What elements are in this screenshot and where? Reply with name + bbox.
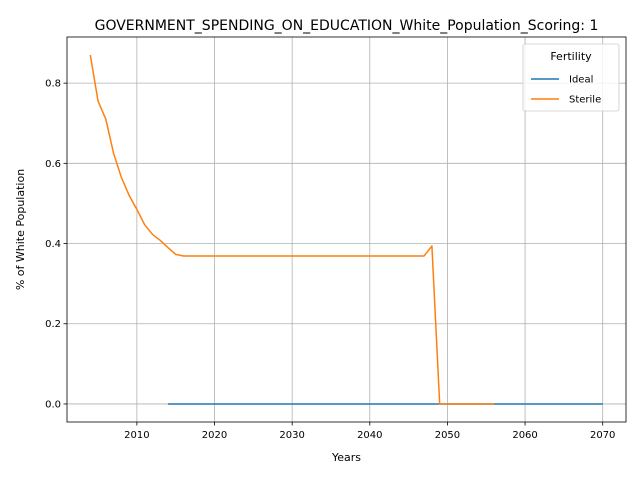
x-tick-label: 2040 bbox=[357, 430, 382, 441]
y-axis-label: % of White Population bbox=[14, 169, 27, 290]
x-tick-label: 2010 bbox=[124, 430, 149, 441]
x-tick-label: 2050 bbox=[435, 430, 460, 441]
legend-title: Fertility bbox=[550, 50, 592, 63]
grid bbox=[67, 37, 626, 422]
y-tick-label: 0.8 bbox=[45, 79, 61, 90]
chart-title: GOVERNMENT_SPENDING_ON_EDUCATION_White_P… bbox=[95, 18, 599, 34]
x-tick-label: 2060 bbox=[512, 430, 537, 441]
series-line-sterile bbox=[89, 54, 495, 405]
y-tick-label: 0.2 bbox=[45, 319, 61, 330]
y-tick-label: 0.6 bbox=[45, 159, 61, 170]
x-tick-label: 2070 bbox=[590, 430, 615, 441]
y-tick-label: 0.0 bbox=[45, 399, 61, 410]
legend: Fertility Ideal Sterile bbox=[522, 43, 620, 112]
plot-frame bbox=[66, 36, 627, 423]
x-tick-label: 2030 bbox=[279, 430, 304, 441]
legend-label-sterile: Sterile bbox=[569, 95, 601, 106]
axis-ticks: 2010 2020 2030 2040 2050 2060 2070 0.0 0.2 0.4 0.6… bbox=[45, 79, 615, 441]
y-tick-label: 0.4 bbox=[45, 239, 61, 250]
legend-box bbox=[522, 43, 620, 112]
x-tick-label: 2020 bbox=[202, 430, 227, 441]
series-lines bbox=[89, 54, 603, 405]
x-axis-label: Years bbox=[331, 451, 361, 464]
legend-label-ideal: Ideal bbox=[569, 75, 593, 86]
